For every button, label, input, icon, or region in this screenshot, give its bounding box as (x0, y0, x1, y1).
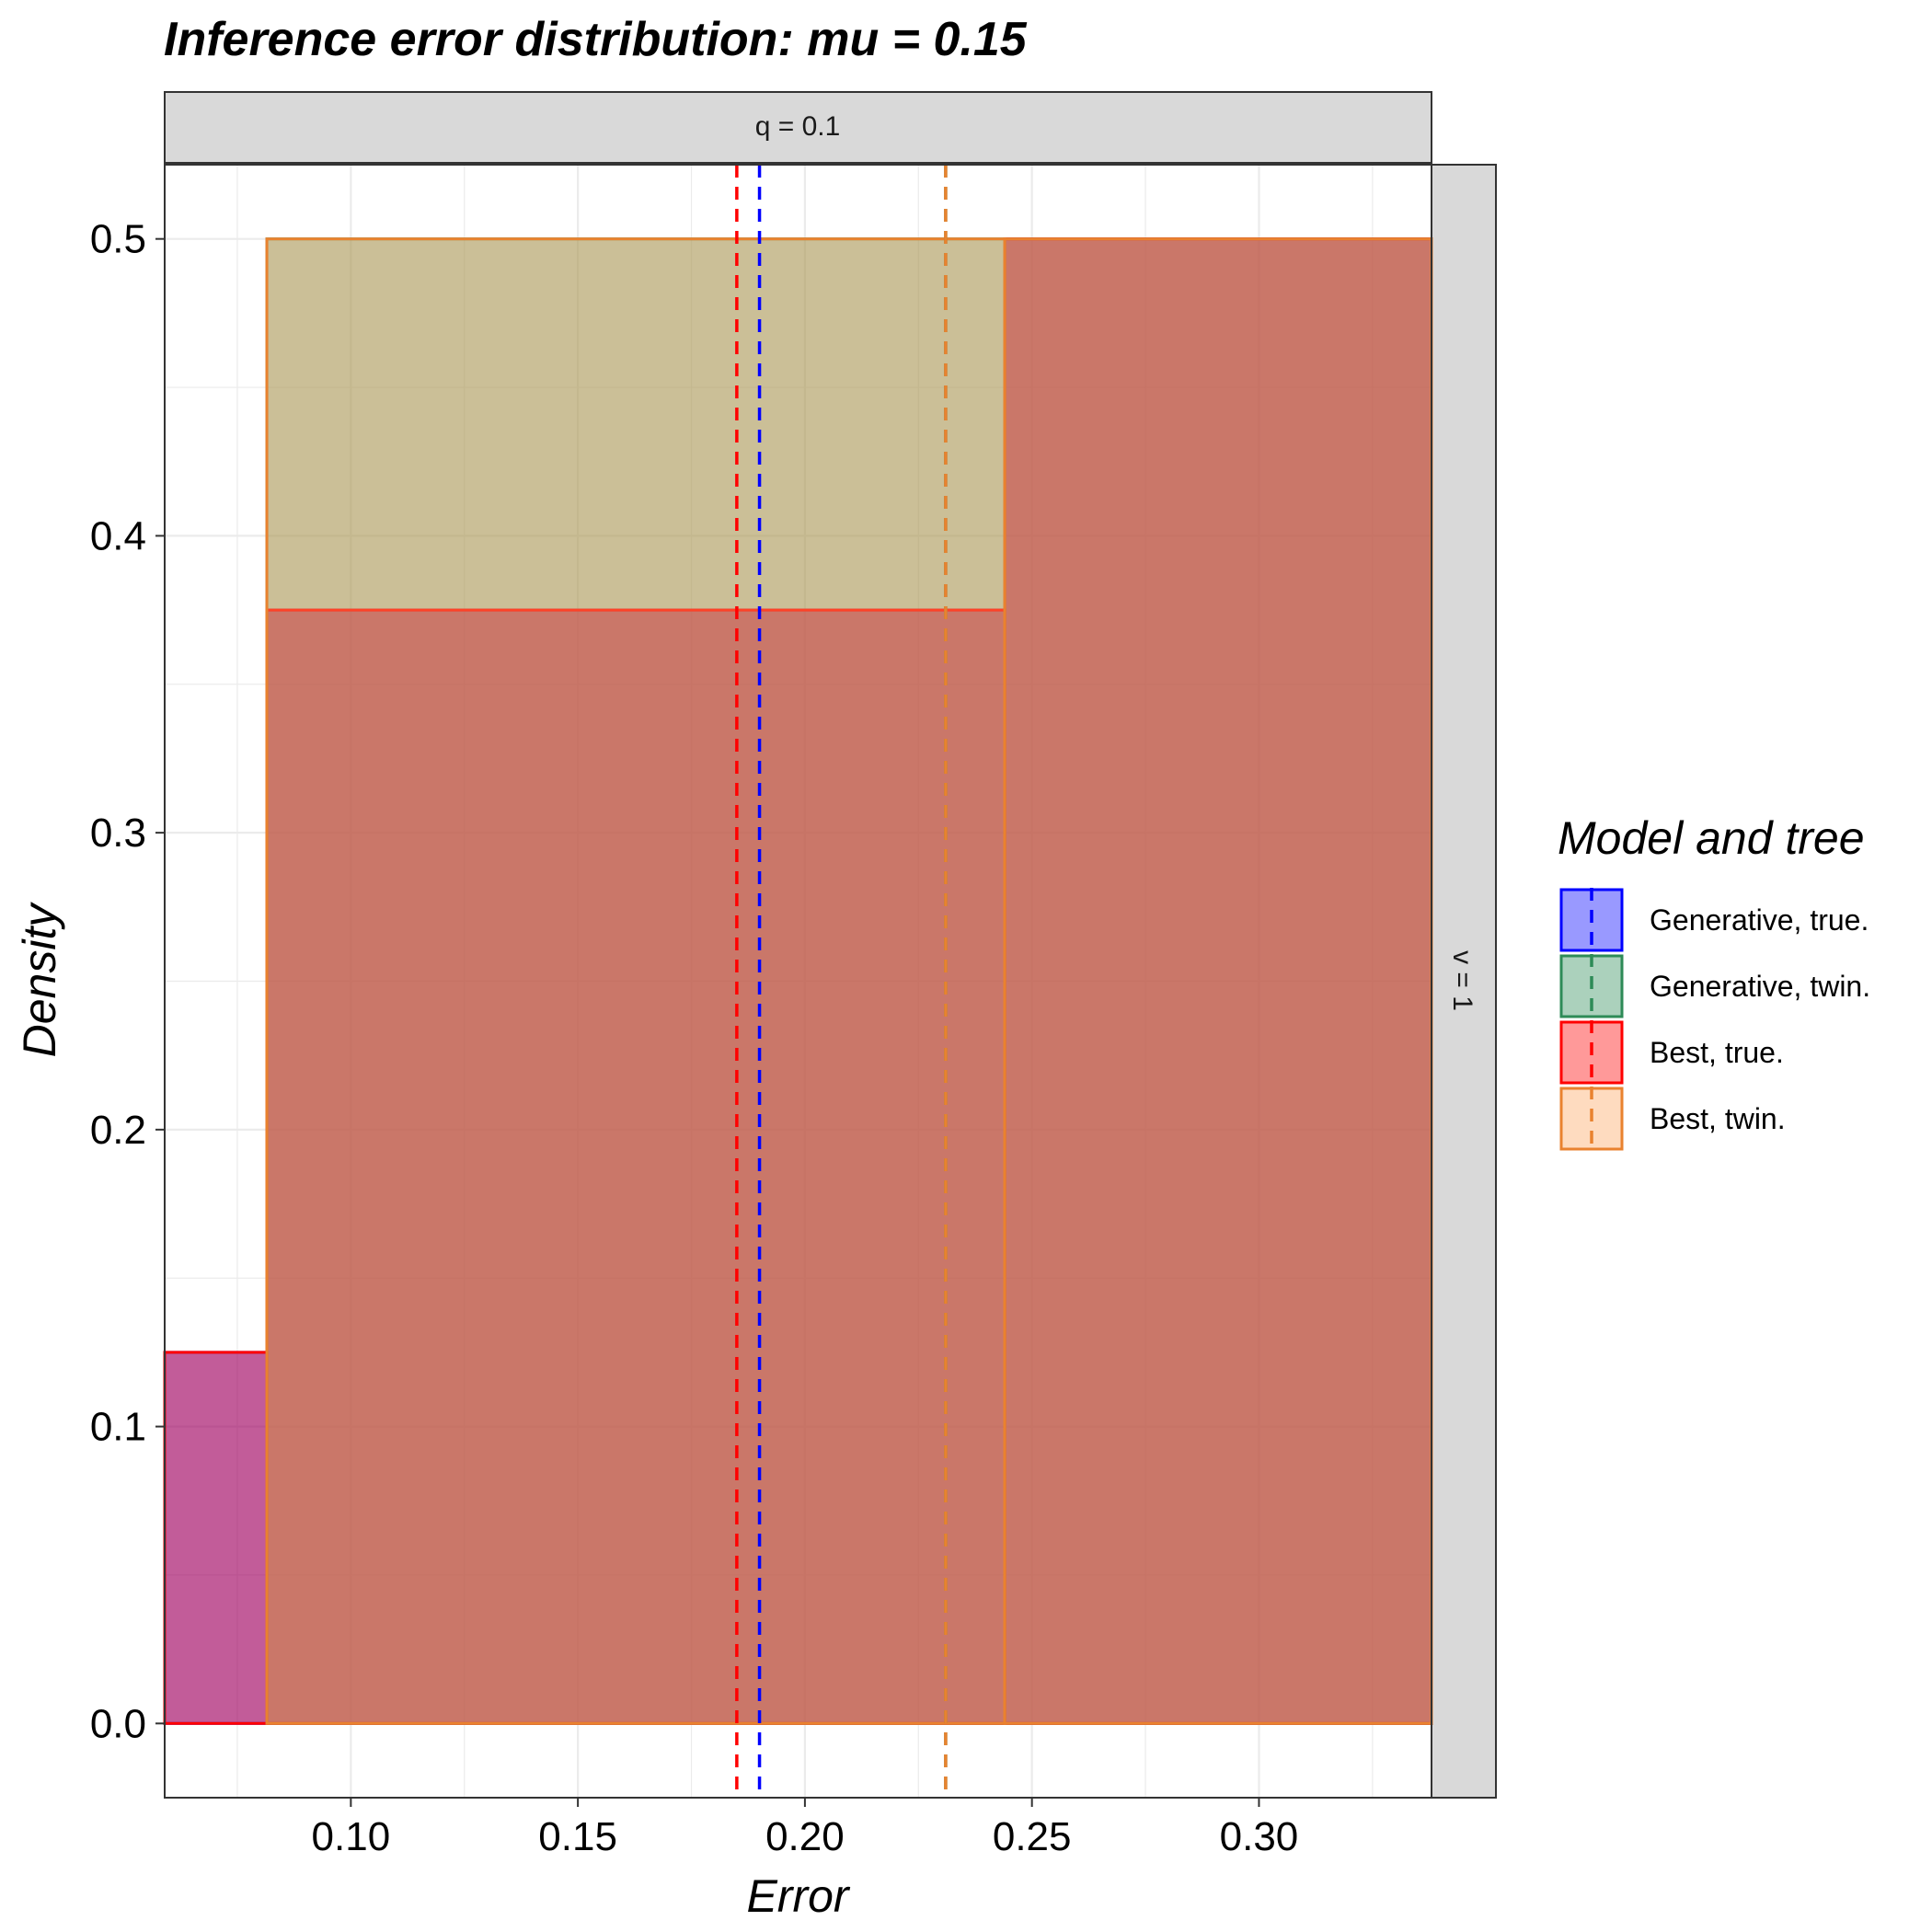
legend-label: Generative, twin. (1650, 970, 1870, 1003)
histogram-bar (1003, 237, 1433, 1725)
facet-label-top: q = 0.1 (755, 111, 841, 142)
x-tick-label: 0.15 (538, 1814, 617, 1859)
y-tick-label: 0.2 (90, 1108, 146, 1153)
histogram-bar (265, 608, 1006, 1725)
x-tick-label: 0.25 (993, 1814, 1072, 1859)
x-tick-label: 0.10 (312, 1814, 391, 1859)
legend: Generative, true. Generative, twin. Best, … (1559, 888, 1870, 1151)
histogram-bar (265, 237, 1006, 1725)
y-axis: 0.0 0.1 0.2 0.3 0.4 0.5 (90, 217, 165, 1746)
facet-strip-right (1431, 164, 1497, 1799)
mean-lines (735, 165, 948, 1798)
legend-label: Best, twin. (1650, 1102, 1786, 1135)
legend-label: Best, true. (1650, 1036, 1784, 1069)
legend-title: Model and tree (1558, 812, 1865, 864)
y-axis-title: Density (14, 902, 65, 1058)
y-tick-label: 0.4 (90, 513, 146, 558)
histogram-bar (265, 608, 1006, 1725)
facet-strip-top (164, 91, 1432, 164)
y-tick-label: 0.0 (90, 1701, 146, 1746)
histogram-bar (163, 1351, 269, 1725)
histogram-bars (163, 237, 1433, 1725)
x-axis-title: Error (746, 1870, 850, 1922)
x-tick-label: 0.20 (765, 1814, 845, 1859)
histogram-bar (1003, 237, 1433, 1725)
chart-title: Inference error distribution: mu = 0.15 (164, 13, 1028, 66)
x-tick-label: 0.30 (1220, 1814, 1299, 1859)
y-tick-label: 0.3 (90, 811, 146, 856)
y-tick-label: 0.1 (90, 1405, 146, 1450)
histogram-bar (1003, 237, 1433, 1725)
x-axis: 0.10 0.15 0.20 0.25 0.30 (312, 1798, 1299, 1859)
legend-label: Generative, true. (1650, 903, 1869, 937)
facet-label-right: v = 1 (1447, 950, 1478, 1011)
plot-border (164, 164, 1432, 1799)
histogram-bar (1003, 237, 1433, 1725)
y-tick-label: 0.5 (90, 217, 146, 262)
